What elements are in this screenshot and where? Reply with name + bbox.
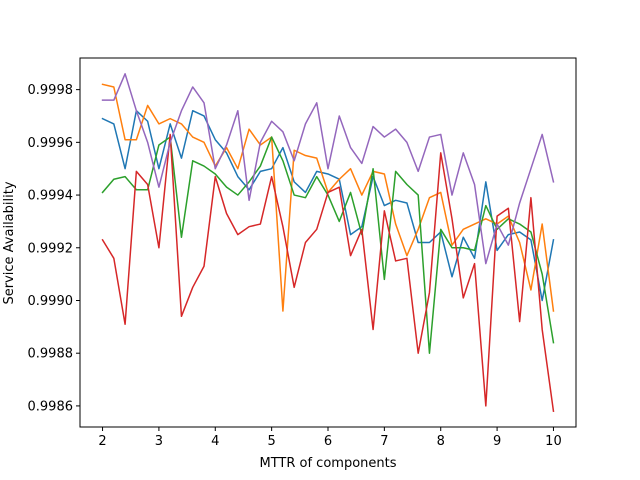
series-layer	[101, 73, 555, 413]
x-axis-label: MTTR of components	[259, 456, 396, 471]
y-tick-label: 0.9998	[28, 83, 74, 98]
y-tick-label: 0.9996	[28, 136, 74, 151]
y-tick-label: 0.9988	[28, 347, 74, 362]
x-tick-label: 3	[155, 434, 163, 449]
x-tick-label: 4	[211, 434, 219, 449]
series-line-4	[101, 133, 555, 413]
y-tick-label: 0.9990	[28, 294, 74, 309]
x-tick-label: 7	[380, 434, 388, 449]
y-tick-label: 0.9986	[28, 399, 74, 414]
x-tick-label: 10	[545, 434, 562, 449]
x-tick-label: 6	[324, 434, 332, 449]
plot-area	[80, 58, 576, 427]
x-axis-ticks: 2 3 4 5 6 7 8 9 10	[98, 427, 562, 449]
x-tick-label: 5	[267, 434, 275, 449]
y-axis-ticks: 0.9986 0.9988 0.9990 0.9992 0.9994 0.9996 0.99…	[28, 83, 80, 414]
y-tick-label: 0.9992	[28, 241, 74, 256]
x-tick-label: 8	[437, 434, 445, 449]
series-line-3	[101, 136, 555, 354]
x-tick-label: 9	[493, 434, 501, 449]
series-line-5	[101, 73, 555, 265]
y-axis-label: Service Availability	[2, 181, 17, 304]
x-tick-label: 2	[98, 434, 106, 449]
y-tick-label: 0.9994	[28, 189, 74, 204]
